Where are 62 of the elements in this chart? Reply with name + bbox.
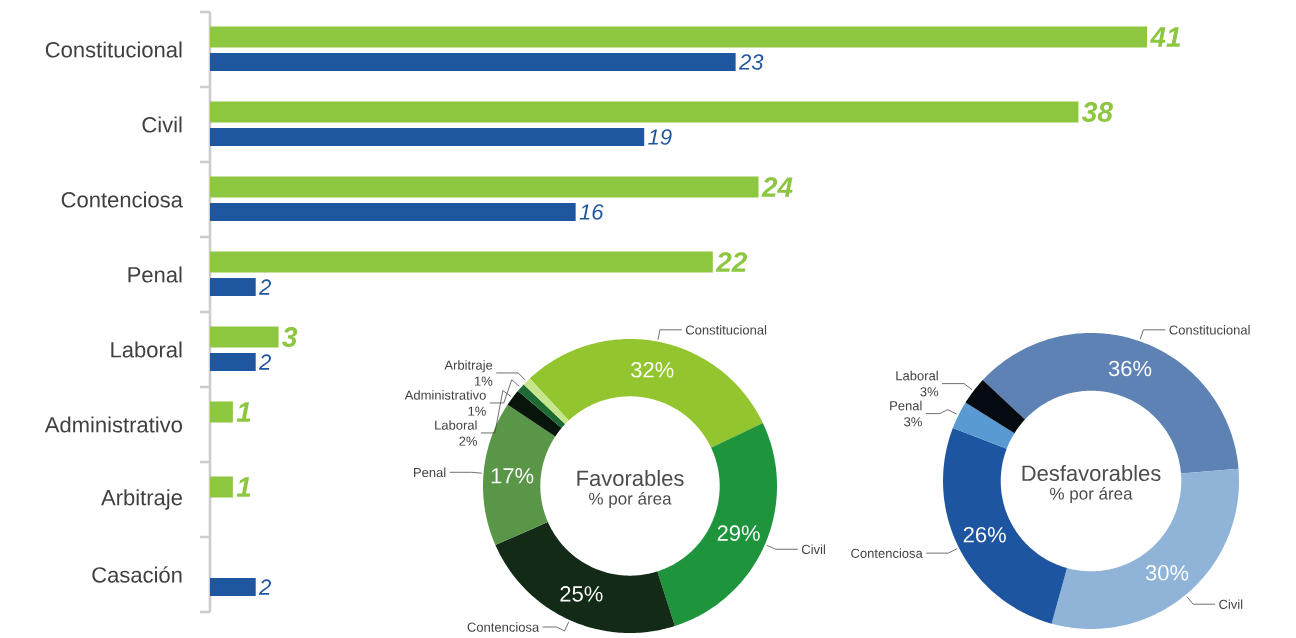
data-label: 2	[258, 279, 272, 295]
y-tick-label: Civil	[142, 116, 182, 133]
slice-label: Laboral	[896, 370, 938, 381]
data-label: 17%	[491, 468, 534, 484]
data-label: 2	[258, 354, 272, 370]
data-label: 1%	[468, 406, 486, 416]
data-label: 2%	[459, 436, 477, 446]
y-tick-label: Casación	[92, 566, 182, 583]
text: Desfavorables	[1022, 464, 1161, 482]
data-label: 1	[236, 402, 251, 422]
bar	[210, 203, 576, 221]
y-tick-label: Penal	[128, 266, 182, 283]
bar	[210, 101, 1079, 123]
data-label: 16	[579, 204, 604, 220]
bar	[210, 326, 279, 348]
bar	[210, 26, 1148, 48]
y-tick-label: Arbitraje	[101, 489, 182, 510]
data-label: 3%	[904, 417, 922, 427]
bar	[210, 176, 759, 198]
data-label: 30%	[1145, 564, 1189, 581]
data-label: 24	[761, 177, 793, 197]
text: % por área	[1050, 486, 1133, 504]
bar	[210, 251, 713, 273]
data-label: 41	[1149, 27, 1181, 47]
bar	[210, 476, 233, 498]
slice-label: Civil	[1219, 599, 1243, 609]
data-label: 2	[258, 579, 272, 595]
data-label: 32%	[631, 362, 674, 378]
text: % por área	[589, 491, 672, 509]
bar	[210, 353, 256, 371]
slice-label: Civil	[801, 544, 825, 555]
data-label: 23	[738, 54, 764, 70]
data-label: 1%	[475, 376, 493, 386]
data-label: 1	[236, 477, 251, 497]
slice-label: Contenciosa	[467, 622, 540, 632]
data-label: 3%	[920, 387, 939, 397]
data-label: 19	[648, 129, 672, 145]
data-label: 38	[1082, 102, 1113, 122]
slice-label: Contenciosa	[851, 548, 923, 558]
slice-label: Arbitraje	[444, 360, 493, 373]
data-label: 25%	[560, 586, 603, 602]
slice-label: Constitucional	[1169, 325, 1250, 335]
y-tick-label: Constitucional	[45, 41, 182, 58]
data-label: 3	[282, 327, 298, 347]
data-label: 26%	[963, 526, 1006, 543]
bar	[210, 128, 645, 146]
data-label: 29%	[717, 525, 760, 541]
slice-label: Administrativo	[404, 390, 486, 400]
slice-label: Penal	[414, 467, 446, 478]
slice-label: Constitucional	[685, 325, 767, 335]
bar	[210, 278, 256, 296]
data-label: 36%	[1108, 360, 1152, 377]
y-tick-label: Administrativo	[44, 416, 182, 433]
y-tick-label: Contenciosa	[61, 191, 183, 208]
y-tick-label: Laboral	[111, 341, 182, 358]
slice-label: Laboral	[435, 420, 477, 430]
bar	[210, 52, 736, 71]
slice-label: Penal	[890, 400, 922, 411]
data-label: 22	[715, 252, 748, 272]
bar	[210, 401, 233, 423]
bar	[210, 578, 256, 596]
text: Favorables	[577, 469, 684, 487]
